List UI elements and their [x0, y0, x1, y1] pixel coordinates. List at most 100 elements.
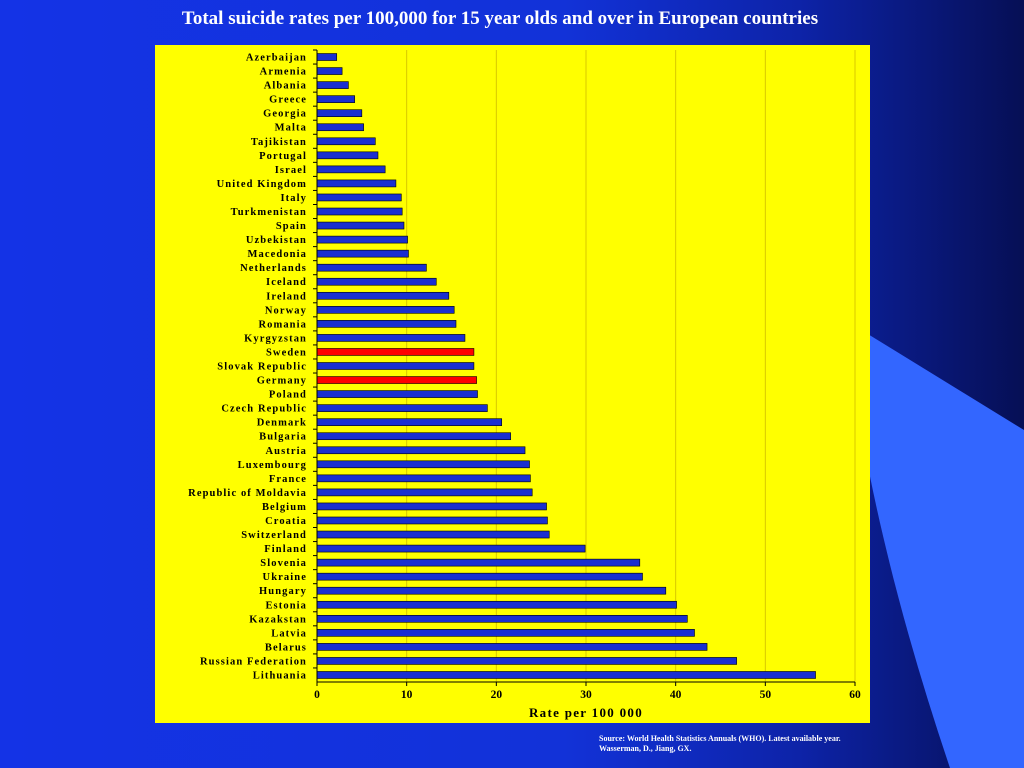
category-label: Ukraine	[263, 572, 307, 583]
category-label: Malta	[275, 123, 307, 134]
category-label: Czech Republic	[221, 404, 307, 415]
x-axis-title: Rate per 100 000	[529, 705, 643, 720]
source-line-2: Wasserman, D., Jiang, GX.	[599, 744, 692, 753]
category-label: United Kingdom	[217, 179, 307, 190]
bar-georgia	[316, 109, 363, 117]
x-tick-label: 60	[849, 689, 861, 701]
bar-kyrgyzstan	[316, 334, 466, 342]
category-label: Lithuania	[253, 670, 307, 681]
bar-germany	[316, 376, 477, 384]
bar-italy	[316, 193, 402, 202]
bar-lithuania	[316, 671, 816, 679]
category-label: Luxembourg	[238, 460, 307, 471]
bar-uzbekistan	[316, 235, 408, 244]
category-label: Greece	[269, 95, 307, 106]
category-label: Romania	[258, 319, 307, 330]
bar-luxembourg	[316, 460, 530, 469]
category-label: Russian Federation	[200, 656, 307, 667]
category-label: Finland	[264, 544, 307, 555]
bar-turkmenistan	[316, 207, 403, 216]
chart-panel: Azerbaijan Armenia Albania Greece Georgia Mal…	[155, 45, 870, 723]
category-label: Macedonia	[248, 249, 307, 260]
category-label: Belgium	[262, 502, 307, 513]
category-label: Latvia	[271, 628, 307, 639]
category-label: Georgia	[263, 109, 307, 120]
bar-iceland	[316, 277, 437, 286]
category-label: Turkmenistan	[231, 207, 307, 218]
bar-portugal	[316, 151, 379, 160]
category-label: Slovak Republic	[217, 362, 307, 373]
bar-malta	[316, 123, 364, 132]
category-label: Norway	[265, 305, 307, 316]
category-label: Poland	[269, 390, 307, 401]
category-label: Kazakstan	[249, 614, 307, 625]
x-tick-label: 30	[580, 689, 592, 701]
category-label: Azerbaijan	[246, 53, 307, 64]
category-label: Italy	[281, 193, 308, 204]
bar-ireland	[316, 291, 450, 300]
category-label: Croatia	[265, 516, 307, 527]
bar-croatia	[316, 516, 548, 525]
decoration-shape	[845, 320, 1024, 768]
category-label: Tajikistan	[251, 137, 307, 148]
category-label: Netherlands	[240, 263, 307, 274]
bar-azerbaijan	[316, 53, 338, 61]
category-label: Austria	[265, 446, 307, 457]
category-label: Estonia	[265, 600, 307, 611]
bar-kazakstan	[316, 614, 688, 623]
bar-russian-federation	[316, 657, 737, 665]
category-label: Sweden	[266, 347, 307, 358]
bar-france	[316, 474, 531, 483]
category-label: Slovenia	[260, 558, 307, 569]
bar-switzerland	[316, 530, 550, 539]
bar-bulgaria	[316, 432, 511, 441]
category-label: Switzerland	[241, 530, 307, 541]
bar-ukraine	[316, 572, 643, 581]
category-label: Portugal	[259, 151, 307, 162]
bar-sweden	[316, 348, 475, 356]
bar-greece	[316, 95, 355, 103]
bar-netherlands	[316, 263, 427, 272]
bar-romania	[316, 320, 457, 328]
category-label: Germany	[257, 376, 307, 387]
bar-united-kingdom	[316, 179, 397, 188]
category-label: Belarus	[265, 642, 307, 653]
bar-poland	[316, 390, 478, 398]
category-label: Bulgaria	[259, 432, 307, 443]
bar-republic-of-moldavia	[316, 488, 533, 497]
bar-latvia	[316, 629, 695, 637]
category-label: Armenia	[260, 67, 307, 78]
bar-tajikistan	[316, 137, 376, 146]
source-note: Source: World Health Statistics Annuals …	[599, 734, 841, 754]
category-label: France	[269, 474, 307, 485]
bar-slovenia	[316, 558, 641, 567]
category-label: Spain	[276, 221, 307, 232]
bar-macedonia	[316, 249, 409, 258]
bar-czech-republic	[316, 404, 488, 412]
x-tick-label: 10	[401, 689, 413, 701]
category-label: Hungary	[259, 586, 307, 597]
bar-albania	[316, 81, 349, 89]
x-tick-label: 50	[760, 689, 772, 701]
slide-title: Total suicide rates per 100,000 for 15 y…	[181, 8, 819, 29]
bar-denmark	[316, 418, 503, 426]
category-label: Iceland	[266, 277, 307, 288]
bar-hungary	[316, 586, 667, 595]
bar-slovak-republic	[316, 362, 475, 370]
category-label: Kyrgyzstan	[244, 333, 307, 344]
bar-belgium	[316, 502, 547, 511]
x-tick-label: 0	[314, 689, 320, 701]
bar-belarus	[316, 643, 708, 651]
bar-armenia	[316, 67, 343, 75]
category-label: Ireland	[266, 291, 307, 302]
category-label: Israel	[275, 165, 307, 176]
bar-norway	[316, 306, 455, 314]
x-tick-label: 20	[491, 689, 503, 701]
bar-austria	[316, 446, 526, 455]
source-line-1: Source: World Health Statistics Annuals …	[599, 734, 841, 743]
category-label: Republic of Moldavia	[188, 488, 307, 499]
category-label: Denmark	[257, 418, 307, 429]
bar-finland	[316, 544, 586, 553]
bar-estonia	[316, 600, 677, 609]
bar-israel	[316, 165, 386, 174]
